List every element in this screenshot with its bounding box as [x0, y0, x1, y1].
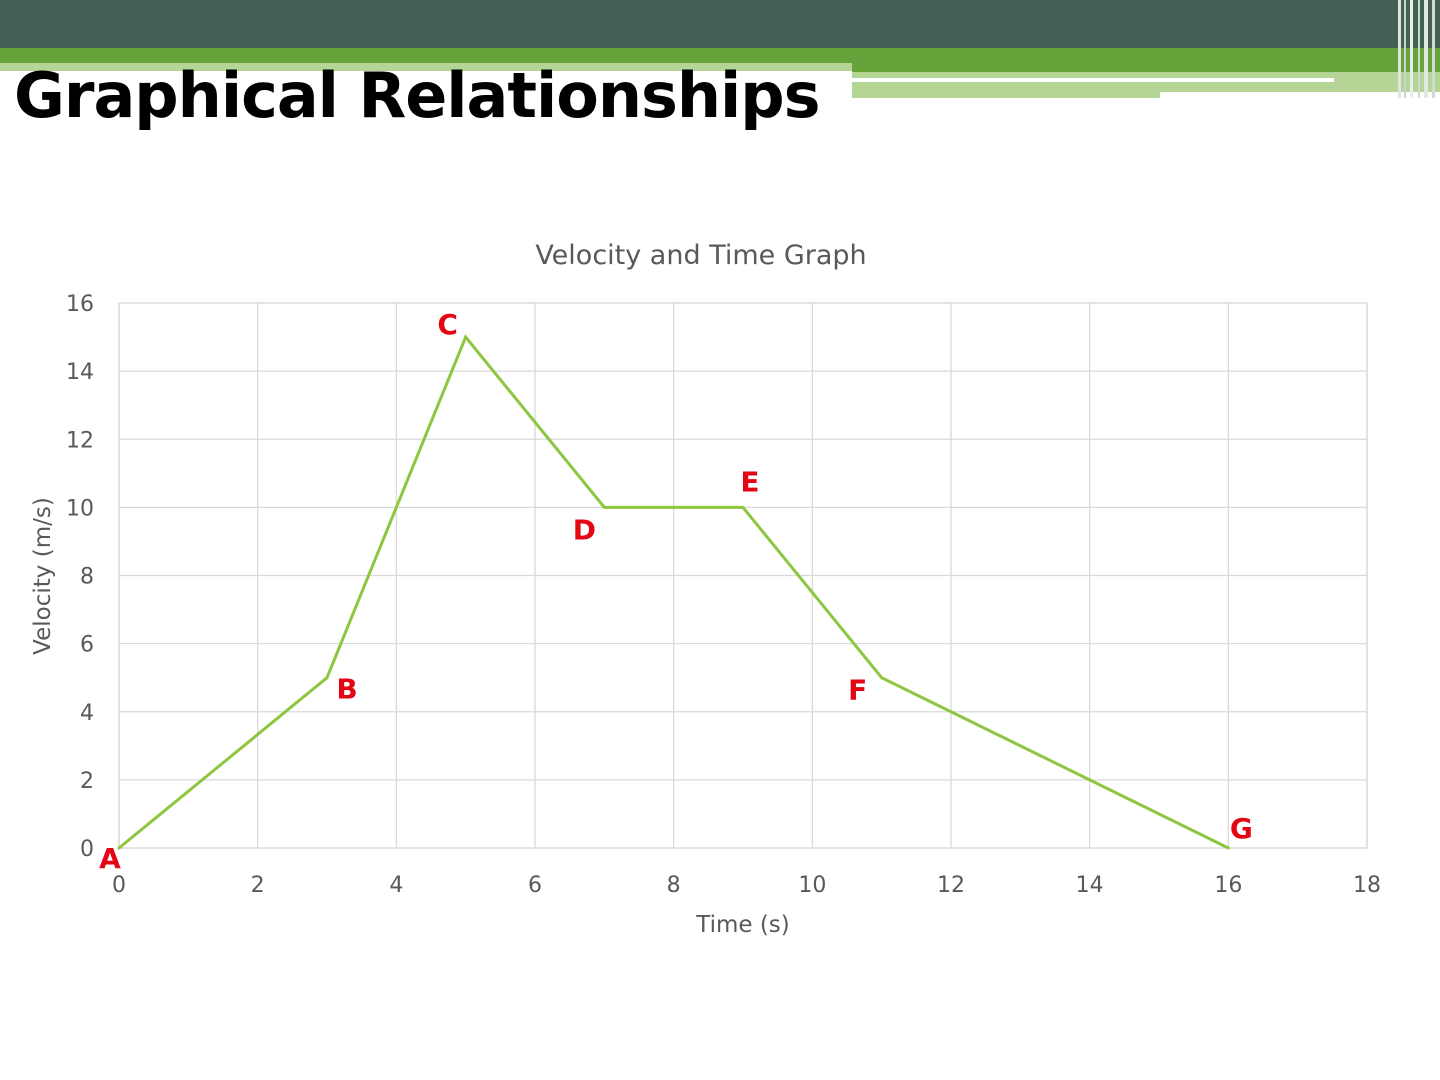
header-accent-stripe-light-left	[0, 63, 852, 71]
y-tick-label: 10	[66, 496, 94, 521]
x-tick-label: 16	[1214, 873, 1242, 898]
header-corner-bar	[1424, 0, 1428, 98]
point-label-g: G	[1230, 812, 1253, 845]
header-accent-line-lower	[1160, 92, 1440, 98]
y-axis-title: Velocity (m/s)	[30, 497, 56, 655]
point-label-e: E	[740, 465, 759, 498]
data-point	[1226, 846, 1230, 850]
header-corner-bar	[1410, 0, 1413, 98]
point-label-f: F	[848, 674, 867, 707]
header-corner-bar	[1432, 0, 1435, 98]
header-accent-stripe	[0, 48, 1440, 63]
point-label-b: B	[336, 673, 357, 706]
x-tick-label: 2	[251, 873, 265, 898]
y-tick-label: 2	[80, 769, 94, 794]
y-tick-label: 12	[66, 428, 94, 453]
x-axis-title: Time (s)	[695, 912, 790, 938]
y-tick-label: 16	[66, 292, 94, 317]
header-band	[0, 0, 1440, 48]
x-tick-label: 14	[1076, 873, 1104, 898]
data-point	[117, 846, 121, 850]
x-tick-label: 12	[937, 873, 965, 898]
data-point	[741, 505, 745, 509]
header-corner-bar	[1404, 0, 1406, 98]
y-tick-label: 14	[66, 360, 94, 385]
grid	[118, 302, 1368, 849]
x-tick-label: 0	[112, 873, 126, 898]
x-tick-label: 10	[798, 873, 826, 898]
data-point	[880, 676, 884, 680]
y-tick-label: 0	[80, 837, 94, 862]
chart-title: Velocity and Time Graph	[535, 240, 866, 271]
point-labels: A B C D E F G	[99, 308, 1253, 875]
y-tick-label: 4	[80, 701, 94, 726]
header-corner-bar	[1418, 0, 1420, 98]
header-corner-bar	[1398, 0, 1401, 98]
tick-labels: 0 2 4 6 8 10 12 14 16 18 0 2 4 6 8 10 12 14 16	[66, 292, 1381, 898]
x-tick-label: 6	[528, 873, 542, 898]
velocity-time-chart: Velocity and Time Graph 0 2 4 6 8 10 12 14 16 180…	[30, 240, 1381, 938]
data-point	[602, 505, 606, 509]
point-label-d: D	[573, 513, 596, 546]
series	[117, 334, 1230, 850]
x-tick-label: 8	[667, 873, 681, 898]
data-point	[325, 676, 329, 680]
header-accent-stripe-right	[852, 63, 1440, 72]
y-tick-label: 6	[80, 633, 94, 658]
data-point	[464, 335, 468, 339]
point-label-c: C	[437, 308, 458, 341]
x-tick-label: 4	[389, 873, 403, 898]
header-accent-line	[852, 78, 1334, 82]
slide-title: Graphical Relationships	[14, 59, 821, 132]
point-label-a: A	[99, 842, 121, 875]
x-tick-label: 18	[1353, 873, 1381, 898]
y-tick-label: 8	[80, 565, 94, 590]
